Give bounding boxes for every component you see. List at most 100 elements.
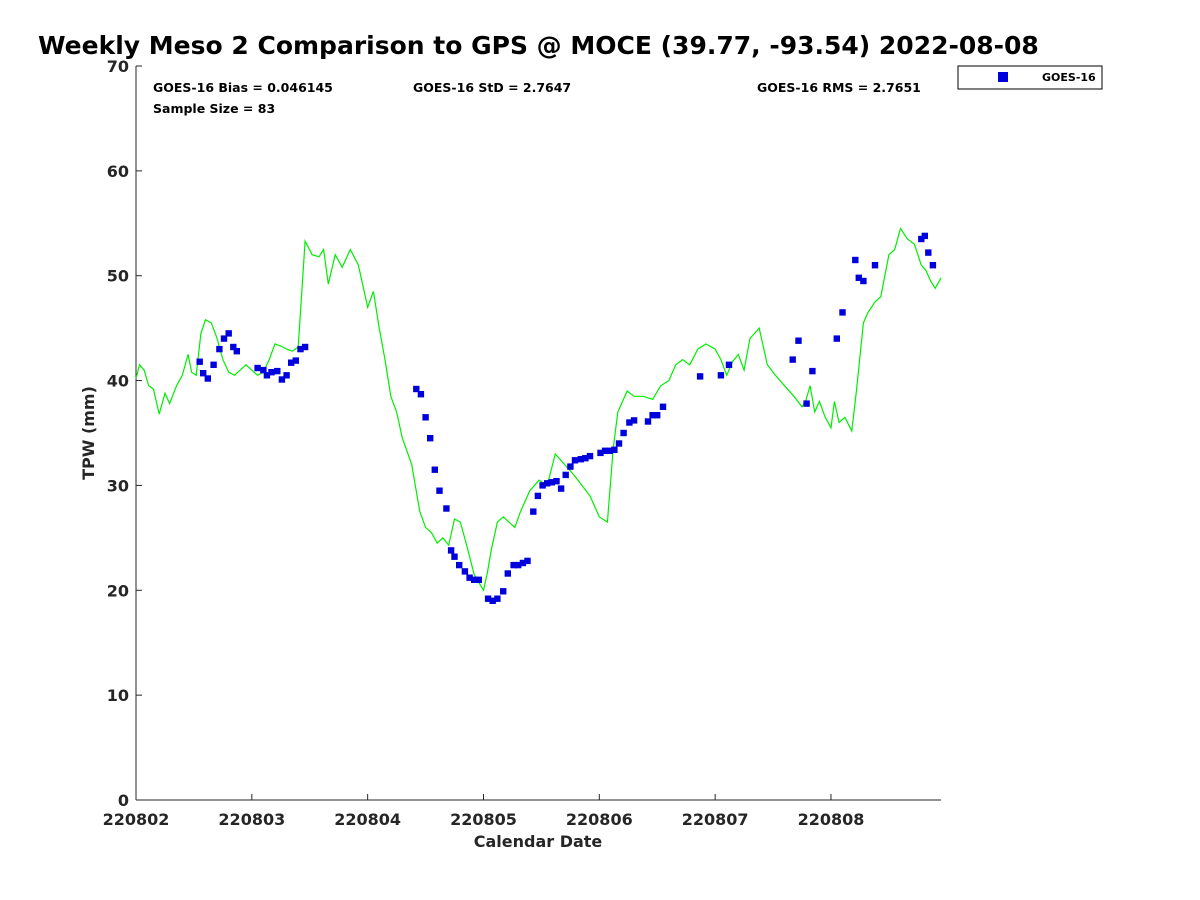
goes16-data-point	[210, 361, 217, 368]
goes16-data-point	[582, 455, 589, 462]
goes16-data-point	[925, 249, 932, 256]
goes16-data-point	[557, 485, 565, 492]
y-tick-label: 30	[107, 476, 129, 495]
x-tick-label: 220803	[218, 810, 285, 829]
goes16-data-point	[524, 557, 531, 565]
goes16-data-point	[929, 262, 937, 269]
goes16-data-point	[544, 480, 551, 487]
goes16-data-point	[504, 570, 511, 577]
stats-annotations: GOES-16 Bias = 0.046145 GOES-16 StD = 2.…	[153, 80, 921, 116]
x-tick-label: 220802	[103, 810, 170, 829]
goes16-data-point	[534, 492, 542, 500]
goes16-data-point	[471, 576, 478, 583]
goes16-data-point	[725, 361, 733, 368]
y-tick-label: 0	[118, 791, 129, 810]
goes16-data-point	[475, 576, 482, 583]
goes16-data-point	[510, 561, 517, 569]
goes16-data-point	[515, 561, 522, 569]
goes16-data-point	[268, 369, 275, 376]
y-tick-label: 60	[107, 162, 129, 181]
goes16-data-point	[278, 376, 286, 383]
goes16-data-point	[500, 588, 507, 595]
goes16-data-point	[921, 232, 928, 240]
goes16-data-point	[292, 357, 299, 364]
goes16-data-point	[839, 309, 846, 316]
goes16-data-point	[431, 466, 438, 473]
goes16-data-point	[654, 412, 661, 419]
x-tick-label: 220805	[450, 810, 517, 829]
goes16-data-point	[548, 479, 555, 486]
goes16-data-point	[615, 440, 623, 447]
x-tick-label: 220808	[798, 810, 865, 829]
goes16-data-point	[649, 412, 656, 419]
goes16-data-point	[263, 372, 271, 379]
goes16-data-point	[586, 452, 594, 460]
goes16-data-point	[417, 391, 425, 398]
goes16-data-point	[422, 414, 429, 421]
goes16-data-point	[297, 345, 304, 353]
plot-area: 0 10 20 30 40 50 60 70 220802 220803 220804 220805 2…	[103, 57, 942, 829]
goes16-data-point	[606, 447, 613, 454]
legend-label-goes16: GOES-16	[1042, 71, 1096, 84]
goes16-data-point	[456, 561, 463, 569]
goes16-data-point	[577, 456, 584, 463]
sample-size-annotation: Sample Size = 83	[153, 101, 275, 116]
goes16-data-point	[494, 595, 501, 602]
goes16-data-point	[601, 447, 609, 454]
legend-marker-goes16	[998, 72, 1008, 82]
goes16-data-point	[466, 574, 473, 581]
goes16-data-point	[539, 482, 546, 489]
goes16-data-point	[254, 364, 261, 372]
goes16-data-point	[789, 356, 796, 363]
goes16-data-point	[196, 358, 203, 365]
goes16-data-point	[597, 449, 604, 457]
goes16-data-point	[562, 471, 569, 479]
goes16-data-point	[644, 418, 652, 425]
x-tick-label: 220806	[566, 810, 633, 829]
bias-annotation: GOES-16 Bias = 0.046145	[153, 80, 333, 95]
goes16-data-point	[301, 343, 309, 351]
legend-box	[957, 65, 1103, 90]
goes16-data-point	[630, 417, 638, 424]
goes16-data-point	[803, 400, 810, 407]
goes16-data-point	[260, 366, 267, 374]
x-tick-label: 220807	[682, 810, 749, 829]
goes16-data-point	[553, 478, 560, 485]
goes16-data-point	[443, 505, 450, 512]
goes16-data-point	[427, 435, 434, 442]
goes16-data-point	[451, 553, 458, 560]
goes16-data-point	[611, 446, 618, 453]
goes16-data-point	[659, 403, 667, 410]
y-tick-label: 10	[107, 686, 129, 705]
goes16-data-point	[696, 373, 704, 380]
goes16-data-point	[918, 235, 925, 243]
goes16-data-point	[717, 372, 725, 379]
axis-labels: Calendar Date TPW (mm)	[79, 386, 602, 851]
goes16-data-point	[620, 429, 627, 437]
goes16-data-point	[283, 372, 290, 379]
y-tick-label: 50	[107, 267, 129, 286]
goes16-data-point	[567, 463, 574, 470]
goes16-data-point	[855, 274, 862, 281]
y-tick-label: 20	[107, 581, 129, 600]
rms-annotation: GOES-16 RMS = 2.7651	[757, 80, 921, 95]
goes16-data-point	[436, 487, 443, 494]
goes16-data-point	[233, 348, 240, 355]
goes16-data-point	[288, 359, 295, 366]
goes16-data-point	[230, 343, 237, 351]
y-tick-label: 70	[107, 57, 129, 76]
goes16-data-point	[220, 335, 228, 342]
x-axis-label: Calendar Date	[474, 832, 603, 851]
goes16-data-point	[519, 559, 527, 567]
goes16-data-point	[447, 547, 455, 554]
goes16-data-point	[626, 419, 633, 426]
goes16-data-point	[484, 595, 492, 602]
goes16-data-point	[225, 330, 232, 337]
goes16-data-point	[274, 367, 281, 375]
gps-series-line	[135, 227, 942, 592]
goes16-data-point	[571, 457, 579, 464]
goes16-data-point	[852, 256, 859, 264]
goes16-data-point	[204, 375, 211, 382]
x-tick-label: 220804	[334, 810, 401, 829]
